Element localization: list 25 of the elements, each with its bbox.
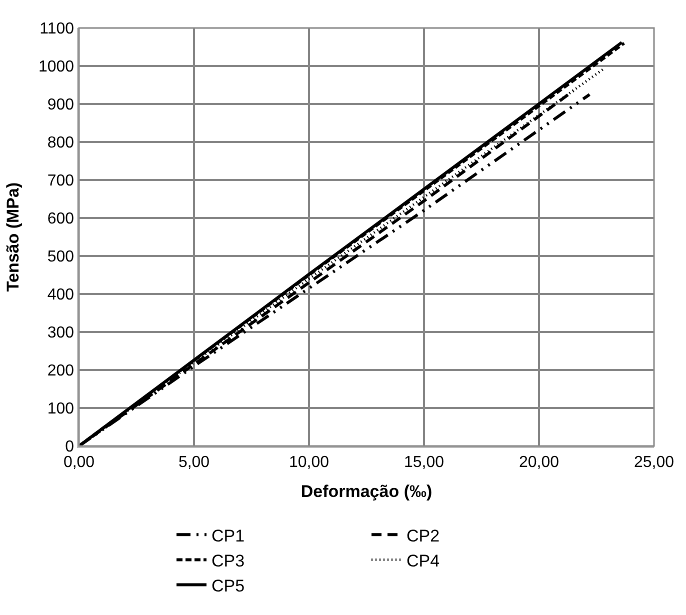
x-tick-label: 5,00 [178,454,210,471]
x-tick-label: 10,00 [288,454,330,471]
legend-label: CP4 [406,551,440,570]
x-tick-label: 15,00 [404,454,444,471]
x-axis-title: Deformação (‰) [300,482,432,501]
y-tick-label: 0 [65,438,74,456]
y-tick-label: 200 [47,362,74,380]
legend-label: CP3 [212,551,245,570]
x-tick-label: 25,00 [634,454,674,471]
x-tick-label: 20,00 [518,454,560,471]
legend-label: CP5 [212,576,245,596]
y-tick-label: 900 [47,96,74,114]
y-tick-label: 100 [47,400,74,418]
legend-label: CP2 [406,526,440,546]
y-tick-label: 400 [47,286,74,304]
y-tick-label: 700 [47,172,74,190]
y-tick-label: 500 [47,248,74,266]
legend-label: CP1 [212,526,245,546]
y-tick-label: 300 [47,324,74,342]
y-tick-label: 1000 [38,58,74,76]
y-tick-label: 800 [47,134,74,152]
y-axis-title: Tensão (MPa) [4,182,23,292]
y-tick-label: 1100 [40,20,74,38]
x-tick-label: 0,00 [63,454,95,471]
y-tick-label: 600 [47,210,74,228]
